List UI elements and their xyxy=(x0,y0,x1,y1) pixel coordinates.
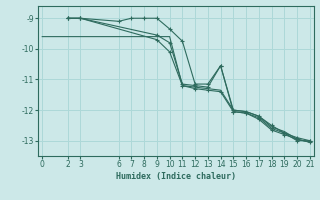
X-axis label: Humidex (Indice chaleur): Humidex (Indice chaleur) xyxy=(116,172,236,181)
